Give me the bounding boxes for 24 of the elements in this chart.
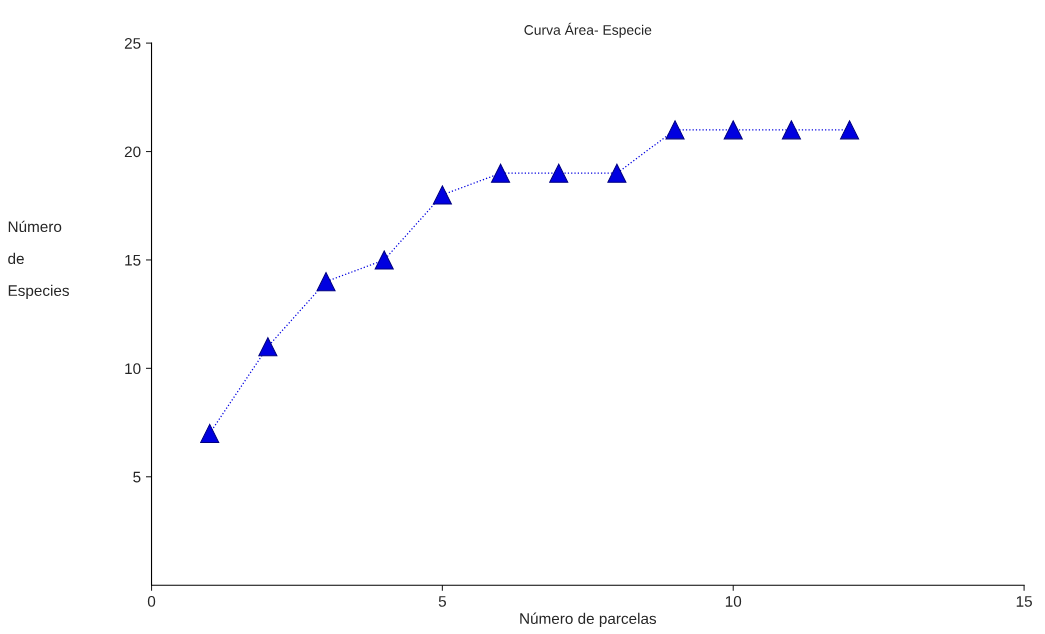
point: [607, 163, 627, 183]
y-tick-label: 10: [125, 363, 141, 375]
x-tick-label: 0: [147, 596, 156, 607]
y-tick-label: 5: [133, 471, 141, 483]
point: [723, 120, 743, 140]
point: [316, 272, 336, 292]
x-axis-title: Número de parcelas: [520, 612, 657, 628]
point: [665, 120, 685, 140]
point: [549, 163, 569, 183]
point: [258, 337, 278, 357]
point: [781, 120, 801, 140]
point: [200, 423, 220, 443]
y-tick-label: 25: [124, 37, 141, 49]
chart-title: Curva Área- Especie: [524, 22, 652, 38]
point: [840, 120, 860, 140]
x-tick-label: 5: [438, 596, 446, 607]
x-tick-label: 15: [1016, 596, 1032, 607]
point: [432, 185, 452, 205]
y-tick-label: 20: [124, 146, 141, 158]
point: [374, 250, 394, 270]
text: Número de Especies: [8, 220, 69, 300]
point: [491, 163, 511, 183]
x-tick-label: 10: [725, 596, 742, 607]
y-tick-label: 15: [125, 254, 141, 266]
